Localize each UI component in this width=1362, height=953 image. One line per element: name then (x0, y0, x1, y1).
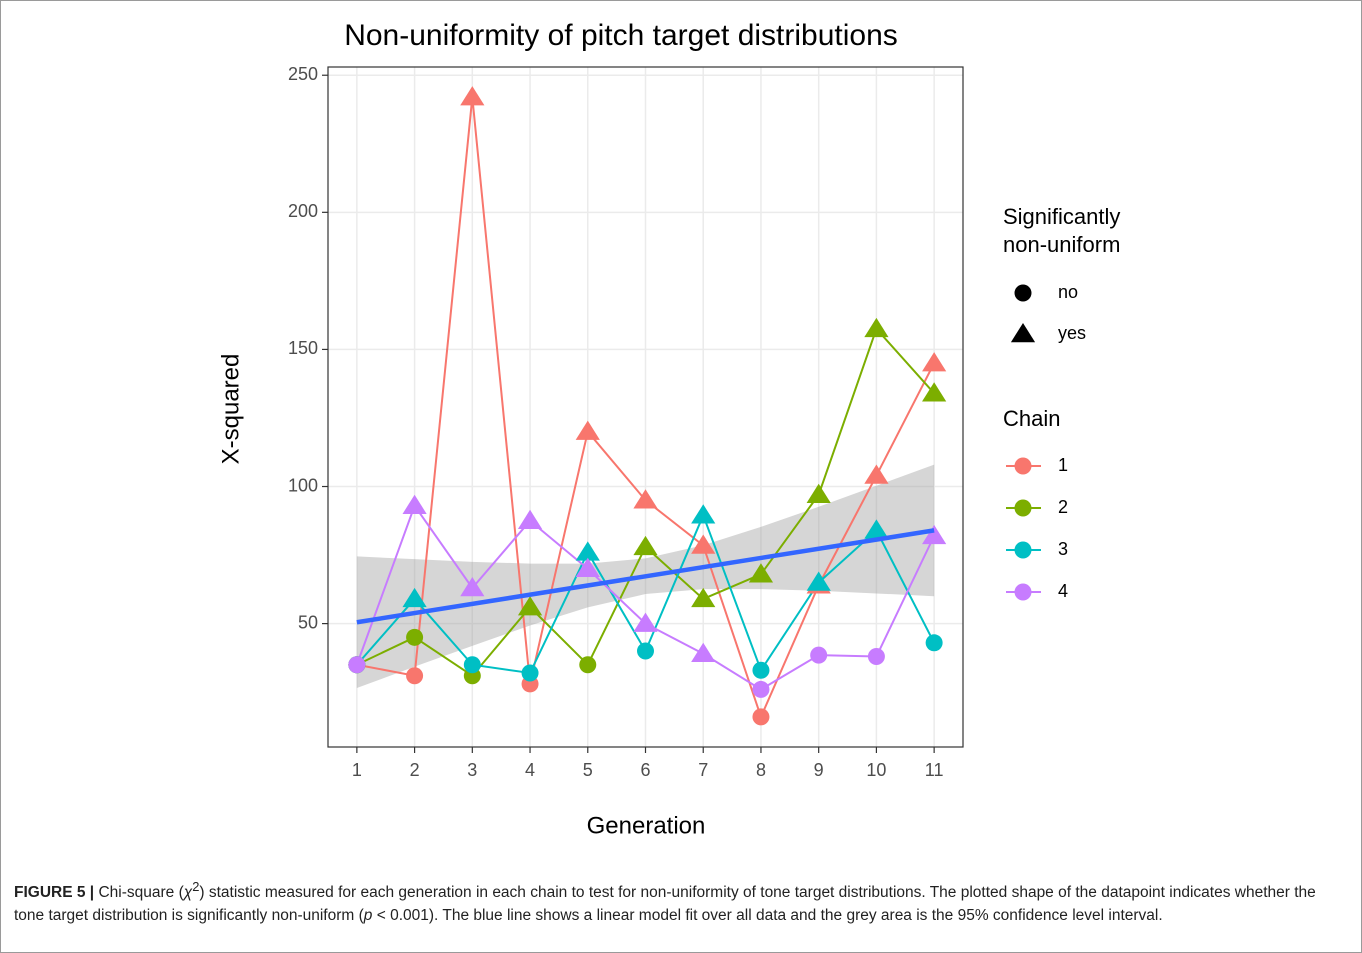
point-triangle (806, 483, 831, 503)
legend-label: 4 (1058, 581, 1068, 601)
point-circle (752, 661, 770, 679)
point-triangle (633, 612, 658, 632)
point-triangle (517, 596, 543, 616)
point-triangle (922, 352, 947, 372)
point-circle (579, 656, 597, 674)
plot-border (327, 66, 964, 748)
legend-label: 1 (1058, 455, 1068, 475)
x-tick-label: 3 (467, 760, 477, 780)
caption-text: ) statistic measured for each generation… (14, 884, 1316, 925)
point-circle (406, 667, 424, 685)
caption-label: FIGURE 5 | (14, 884, 95, 902)
point-circle (810, 646, 828, 664)
legend-symbol (1014, 541, 1032, 559)
point-triangle (460, 86, 485, 106)
point-triangle (460, 576, 485, 597)
point-triangle (517, 509, 543, 530)
x-axis-title: Generation (587, 812, 706, 839)
y-tick-label: 200 (288, 201, 318, 221)
y-axis-title: X-squared (217, 354, 244, 465)
point-triangle (633, 489, 658, 509)
caption-text: p (363, 907, 373, 925)
point-triangle (748, 563, 774, 583)
legend-symbol (1010, 323, 1036, 343)
y-tick-label: 100 (288, 475, 318, 495)
x-tick-label: 9 (814, 760, 824, 780)
point-triangle (402, 587, 427, 608)
point-circle (463, 656, 481, 674)
y-tick-label: 250 (288, 64, 318, 84)
legend-label: no (1058, 282, 1078, 302)
chart: Non-uniformity of pitch target distribut… (217, 19, 1120, 839)
x-tick-label: 5 (583, 760, 593, 780)
point-circle (637, 642, 654, 660)
fit-line (356, 528, 935, 625)
point-circle (867, 648, 885, 666)
legend-symbol (1014, 583, 1032, 601)
point-circle (406, 628, 424, 646)
point-triangle (864, 464, 889, 484)
point-triangle (691, 504, 716, 524)
point-triangle (633, 535, 658, 556)
legend-title: Chain (1003, 406, 1060, 431)
y-tick-label: 50 (298, 612, 318, 632)
x-tick-label: 6 (640, 760, 650, 780)
point-triangle (806, 571, 831, 591)
x-tick-label: 7 (698, 760, 708, 780)
chart-title: Non-uniformity of pitch target distribut… (344, 19, 898, 52)
point-triangle (922, 524, 947, 545)
legend-symbol (1014, 284, 1032, 302)
point-triangle (575, 420, 600, 440)
point-triangle (864, 519, 889, 539)
point-circle (348, 656, 366, 674)
point-triangle (922, 382, 947, 402)
caption-text: 2 (192, 879, 200, 894)
point-circle (925, 634, 943, 652)
x-tick-label: 11 (925, 760, 944, 780)
point-triangle (864, 317, 889, 338)
x-tick-label: 2 (410, 760, 420, 780)
point-triangle (575, 557, 600, 578)
point-circle (752, 708, 770, 726)
caption-text: χ (183, 884, 193, 902)
x-tick-label: 10 (866, 760, 886, 780)
legend-label: yes (1058, 323, 1086, 343)
point-triangle (402, 494, 427, 514)
legend-title: non-uniform (1003, 232, 1120, 257)
x-tick-label: 8 (756, 760, 766, 780)
x-tick-label: 1 (352, 760, 362, 780)
point-circle (752, 680, 770, 698)
legend-label: 2 (1058, 497, 1068, 517)
legend-symbol (1014, 499, 1032, 517)
point-triangle (691, 642, 716, 663)
caption-text: Chi-square ( (98, 884, 184, 902)
caption-text: < 0.001). The blue line shows a linear m… (372, 907, 1163, 925)
point-triangle (575, 541, 600, 561)
legend-label: 3 (1058, 539, 1068, 559)
point-circle (521, 664, 539, 682)
legend-title: Significantly (1003, 204, 1120, 229)
x-tick-label: 4 (525, 760, 535, 780)
point-triangle (691, 587, 716, 608)
y-tick-label: 150 (288, 338, 318, 358)
caption: FIGURE 5 | Chi-square (χ2) statistic mea… (14, 875, 1349, 927)
legend-symbol (1014, 457, 1032, 475)
point-triangle (691, 534, 716, 554)
